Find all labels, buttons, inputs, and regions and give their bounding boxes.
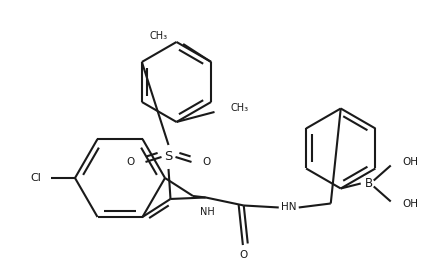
Text: CH₃: CH₃ (230, 103, 249, 113)
Text: O: O (127, 157, 134, 167)
Text: NH: NH (200, 207, 214, 217)
Text: O: O (240, 250, 248, 260)
Text: OH: OH (403, 199, 419, 210)
Text: CH₃: CH₃ (149, 31, 167, 41)
Text: B: B (365, 177, 373, 190)
Text: S: S (164, 150, 173, 163)
Text: HN: HN (281, 203, 297, 212)
Text: OH: OH (403, 157, 419, 167)
Text: O: O (202, 157, 211, 167)
Text: Cl: Cl (30, 173, 41, 183)
